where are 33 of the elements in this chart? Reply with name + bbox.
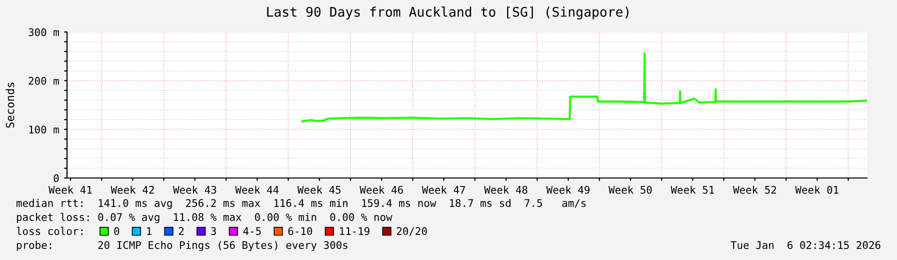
x-tick-label: Week 47 — [422, 186, 465, 194]
x-tick-label: Week 45 — [297, 186, 340, 194]
x-tick-label: Week 46 — [360, 186, 403, 194]
legend-label: 2 — [178, 227, 184, 235]
y-tick-label: 0 — [54, 174, 59, 182]
text: median rtt: 141.0 ms avg 256.2 ms max 116.4 ms min 159.4 ms now 18.7 ms sd 7.5 am/s — [16, 198, 586, 210]
x-tick-label: Week 52 — [732, 186, 776, 194]
x-tick-label: Week 48 — [484, 186, 528, 194]
legend-title: loss color: — [16, 226, 82, 236]
legend-label: 11-19 — [340, 227, 370, 236]
text: probe: 20 ICMP Echo Pings (56 Bytes) every 300s — [16, 240, 348, 252]
legend-label: 0 — [114, 227, 120, 236]
legend-label: 4-5 — [243, 227, 261, 236]
chart-title: Last 90 Days from Auckland to [SG] (Singapore) — [267, 6, 628, 20]
x-tick-label: Week 50 — [608, 186, 652, 194]
y-tick-label: 200 m — [28, 76, 59, 85]
y-axis-title: Seconds — [6, 82, 14, 128]
x-tick-label: Week 42 — [110, 186, 154, 194]
text: Tue Jan 6 02:34:15 2026 — [730, 241, 880, 250]
x-tick-label: Week 01 — [795, 186, 838, 194]
x-tick-label: Week 49 — [546, 186, 590, 194]
x-tick-label: Week 51 — [670, 186, 714, 194]
legend-label: 1 — [147, 227, 152, 235]
line-series — [301, 52, 867, 123]
legend-label: 3 — [211, 227, 216, 236]
x-tick-label: Week 43 — [172, 186, 216, 194]
legend-label: 20/20 — [396, 227, 427, 236]
text: packet loss: 0.07 % avg 11.08 % max 0.00 % min 0.00 % now — [16, 212, 392, 224]
legend-label: 6-10 — [288, 227, 312, 236]
x-tick-label: Week 41 — [48, 186, 92, 194]
y-tick-label: 100 m — [29, 126, 59, 134]
y-tick-label: 300 m — [28, 28, 59, 36]
x-tick-label: Week 44 — [235, 186, 279, 194]
